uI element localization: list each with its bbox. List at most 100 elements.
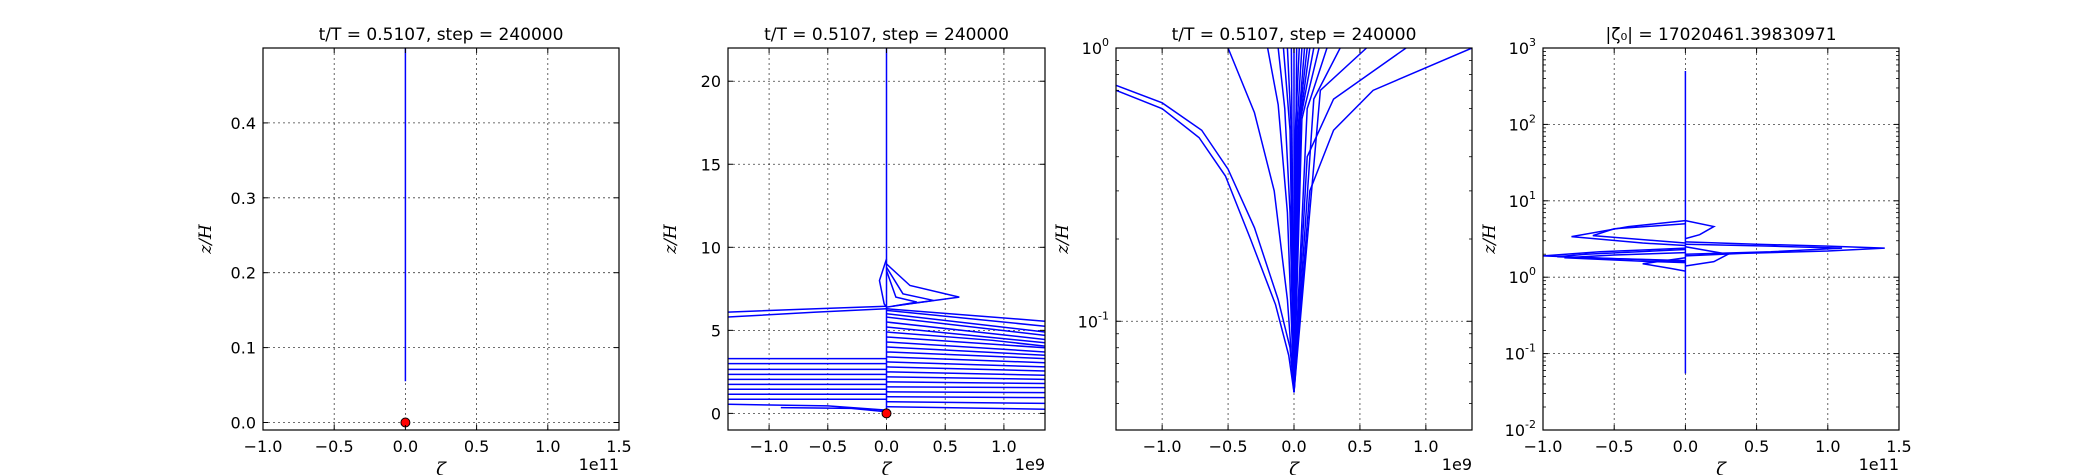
y-tick-label: 20	[701, 72, 721, 91]
series-line-18	[1293, 48, 1328, 393]
series-line-10	[886, 312, 1045, 333]
series-line-22	[886, 371, 1045, 376]
series-line-12	[886, 321, 1045, 341]
y-tick-label: 5	[711, 321, 721, 340]
series-line-22	[1293, 48, 1472, 393]
x-tick-label: −0.5	[1595, 437, 1634, 456]
series-line-4	[878, 258, 888, 308]
x-tick-label: −1.0	[1524, 437, 1563, 456]
x-tick-label: 0.5	[932, 437, 957, 456]
y-tick-label: 10	[701, 238, 721, 257]
series-line-21	[886, 366, 1045, 372]
y-tick-label: 0.0	[231, 414, 256, 433]
series-line-27	[886, 396, 1045, 399]
series-line-2	[728, 305, 887, 313]
x-tick-label: −0.5	[808, 437, 847, 456]
series-line-25	[886, 386, 1045, 389]
x-offset-label: 1e11	[579, 455, 619, 474]
y-axis-label: z/H	[661, 223, 681, 255]
y-tick-label: 0.4	[231, 114, 256, 133]
series-line-39	[728, 403, 887, 411]
series-line-18	[886, 351, 1045, 360]
series-line-21	[1293, 48, 1407, 393]
series-line-23	[886, 376, 1045, 381]
y-tick-label: 15	[701, 155, 721, 174]
series-line-19	[886, 356, 1045, 364]
chart-title: t/T = 0.5107, step = 240000	[1172, 25, 1417, 45]
x-tick-label: 0.0	[874, 437, 899, 456]
y-tick-label: 0.2	[231, 264, 256, 283]
series-line-29	[886, 406, 1045, 410]
axes-frame	[262, 47, 620, 431]
y-tick-label: 0	[711, 404, 721, 423]
x-tick-label: 0.5	[1744, 437, 1769, 456]
chart-panel-3: −1.0 −0.5 0.0 0.5 1.0 10-1 100 t/T = 0.5107, st…	[1053, 25, 1473, 475]
x-tick-label: −1.0	[244, 437, 283, 456]
series-line-2	[1571, 219, 1686, 247]
x-axis-label: ζ	[436, 459, 447, 475]
series-line-11	[886, 316, 1045, 337]
series-line-13	[886, 326, 1045, 344]
series-line-2	[1116, 89, 1295, 393]
y-tick-label: 100	[1509, 265, 1536, 287]
series-line-26	[886, 391, 1045, 394]
series-line-10	[1685, 246, 1731, 267]
series-line-9	[1685, 219, 1716, 240]
chart-panel-4: −1.0 −0.5 0.0 0.5 1.0 1.5 10-2 10-1 100 101 102 103…	[1480, 25, 1912, 475]
series-line-20	[1293, 48, 1368, 393]
y-axis-label: z/H	[1053, 223, 1073, 255]
series-line-11	[1642, 256, 1686, 272]
series-line-3	[1592, 223, 1686, 244]
series-line-3	[728, 308, 887, 318]
x-tick-label: 1.0	[1413, 437, 1438, 456]
series-line-1	[1116, 84, 1295, 393]
series-line-20	[886, 361, 1045, 368]
chart-title: t/T = 0.5107, step = 240000	[319, 25, 564, 45]
x-tick-label: 0.0	[393, 437, 418, 456]
y-tick-label: 10-2	[1505, 418, 1536, 440]
y-tick-label: 103	[1509, 36, 1536, 58]
series-line-8	[886, 308, 1045, 322]
series-line-15	[886, 336, 1045, 349]
x-offset-label: 1e9	[1442, 455, 1472, 474]
y-tick-label: 101	[1509, 189, 1536, 211]
series-line-24	[886, 381, 1045, 385]
series-line-9	[886, 309, 1045, 327]
x-offset-label: 1e11	[1859, 455, 1899, 474]
y-axis-label: z/H	[196, 223, 216, 255]
x-tick-label: −1.0	[1143, 437, 1182, 456]
x-tick-label: 1.0	[1815, 437, 1840, 456]
y-tick-label: 102	[1509, 112, 1536, 134]
series-line-5	[1685, 243, 1843, 255]
y-tick-label: 0.1	[231, 339, 256, 358]
series-line-4	[1266, 48, 1295, 393]
series-line-19	[1293, 48, 1341, 393]
series-line-17	[1293, 48, 1320, 393]
x-tick-label: 1.5	[1886, 437, 1911, 456]
y-axis-label: z/H	[1480, 223, 1500, 255]
series-line-28	[886, 401, 1045, 405]
series-line-14	[886, 331, 1045, 347]
chart-title: |ζ₀| = 17020461.39830971	[1605, 25, 1836, 45]
y-tick-label: 0.3	[231, 189, 256, 208]
x-axis-label: ζ	[1289, 459, 1300, 475]
series-line-4	[1685, 241, 1885, 257]
x-tick-label: 0.0	[1281, 437, 1306, 456]
x-tick-label: 1.0	[535, 437, 560, 456]
x-offset-label: 1e9	[1015, 455, 1045, 474]
series-line-40	[780, 406, 887, 413]
x-axis-label: ζ	[1716, 459, 1727, 475]
chart-panel-1: −1.0 −0.5 0.0 0.5 1.0 1.5 0.0 0.1 0.2 0.3 0.4 t/T =…	[196, 25, 632, 475]
origin-marker	[881, 408, 892, 419]
axes-frame	[1542, 47, 1900, 431]
chart-panel-2: −1.0 −0.5 0.0 0.5 1.0 0 5 10 15 20 t/T = 0.5107, s…	[661, 25, 1046, 475]
x-tick-label: 0.5	[1347, 437, 1372, 456]
series-line-17	[886, 346, 1045, 357]
series-line-7	[885, 270, 918, 308]
x-tick-label: −0.5	[1209, 437, 1248, 456]
chart-title: t/T = 0.5107, step = 240000	[764, 25, 1009, 45]
x-tick-label: 0.0	[1673, 437, 1698, 456]
y-tick-label: 10-1	[1078, 309, 1109, 331]
x-tick-label: −0.5	[315, 437, 354, 456]
